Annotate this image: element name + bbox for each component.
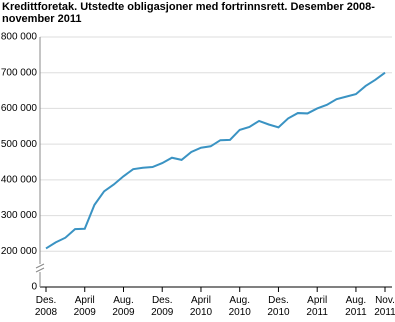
x-tick-label: Nov. 2011 xyxy=(374,295,395,318)
x-tick-label: Des. 2008 xyxy=(34,295,58,318)
y-tick-label: 300 000 xyxy=(1,210,38,221)
chart-title: Kredittforetak. Utstedte obligasjoner me… xyxy=(2,1,375,25)
axis-break-gap xyxy=(36,264,44,272)
x-tick-label: Des. 2009 xyxy=(151,295,174,318)
axis-break-mark xyxy=(35,263,45,269)
x-tick-label: Aug. 2010 xyxy=(228,295,251,318)
y-tick-label: 800 000 xyxy=(1,32,38,43)
y-tick-label: 400 000 xyxy=(1,174,38,185)
axis-break-mark xyxy=(35,267,45,273)
x-tick-label: April 2011 xyxy=(306,295,328,318)
x-tick-label: Aug. 2011 xyxy=(345,295,367,318)
y-tick-label: 700 000 xyxy=(1,67,38,78)
axis-break xyxy=(35,263,45,273)
y-tick-label: 500 000 xyxy=(1,139,38,150)
y-tick-label: 600 000 xyxy=(1,103,38,114)
x-tick-label: April 2009 xyxy=(73,295,96,318)
y-tick-label: 200 000 xyxy=(1,246,38,257)
x-tick-label: April 2010 xyxy=(189,295,213,318)
y-tick-label: 0 xyxy=(31,282,37,293)
x-tick-label: Aug. 2009 xyxy=(112,295,135,318)
data-line xyxy=(45,71,386,250)
x-tick-label: Des. 2010 xyxy=(267,295,290,318)
